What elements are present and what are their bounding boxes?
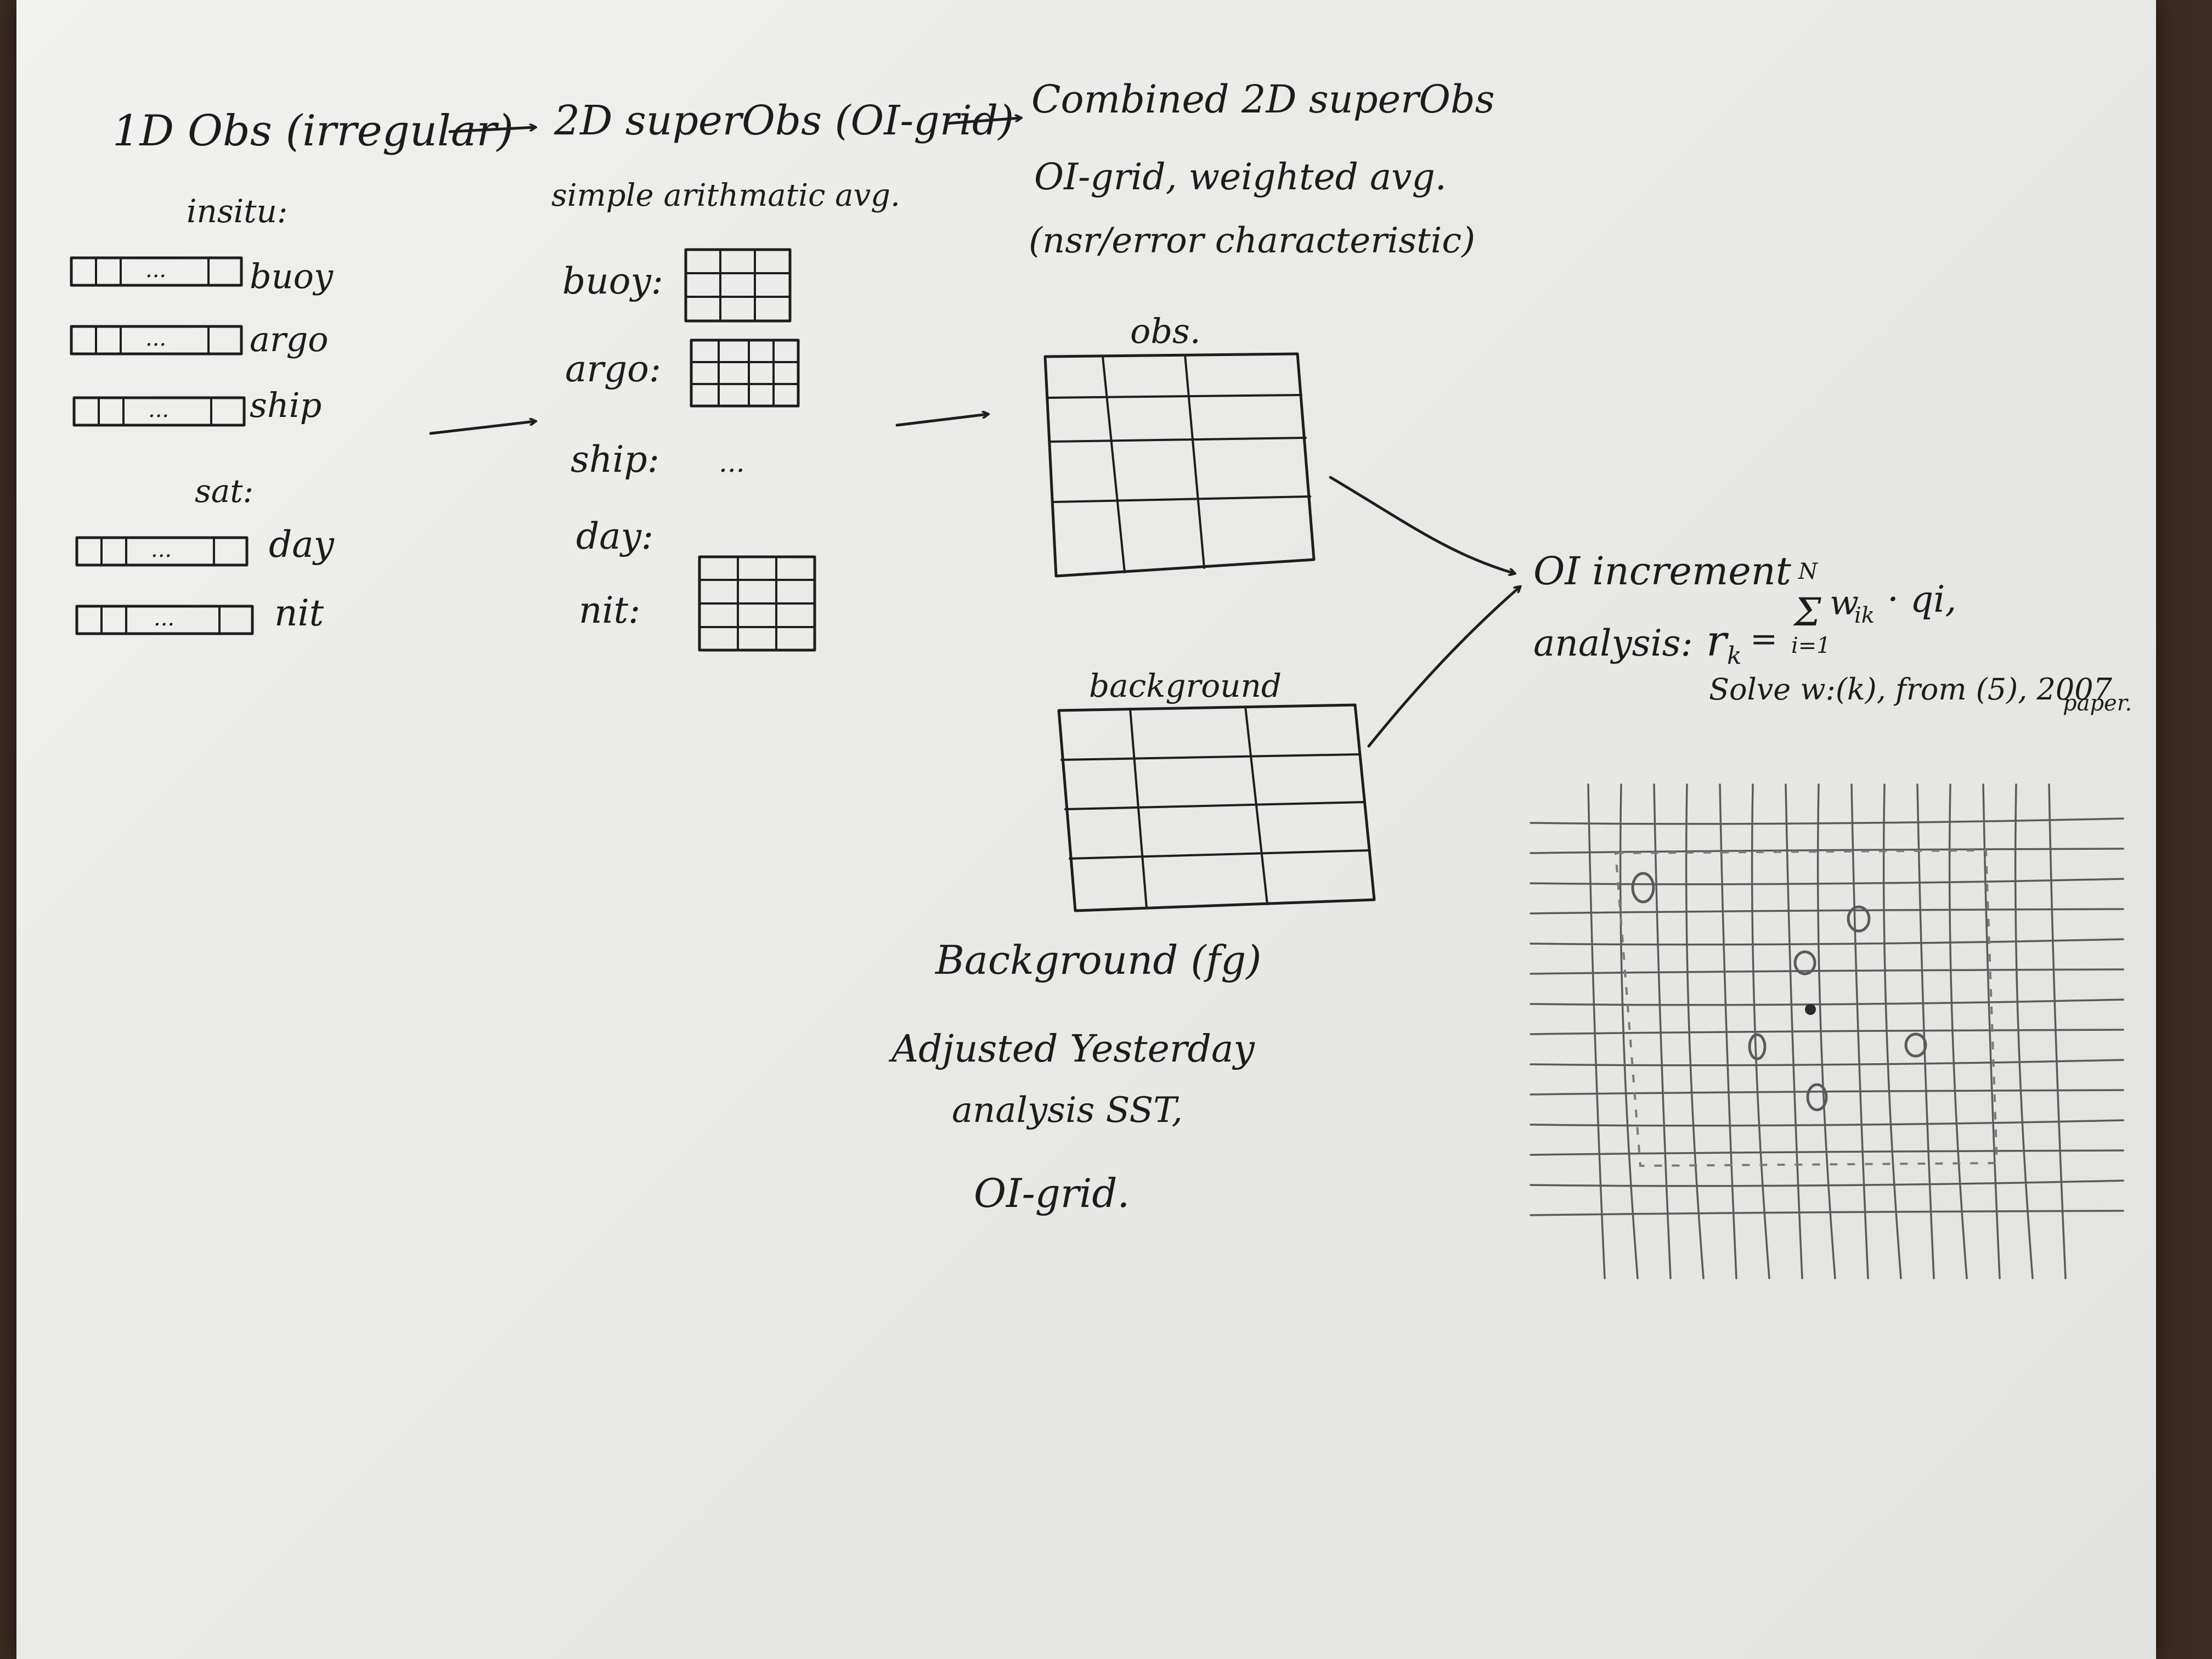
paper-sheet xyxy=(16,0,2156,1659)
pencil-grid-row-line xyxy=(1530,968,2124,975)
formula-rhs-sub: ik xyxy=(1854,603,1875,628)
obs-strip-buoy: ... xyxy=(70,256,243,287)
obs-strip-day: ... xyxy=(75,536,249,567)
pencil-grid-column-line xyxy=(2014,783,2034,1279)
pencil-grid-row-line xyxy=(1530,908,2124,915)
superobs-grid-argo xyxy=(690,338,800,408)
pencil-grid-column-line xyxy=(1916,783,1935,1279)
pencil-grid-row-line xyxy=(1530,938,2124,946)
bg-caption-1: Background (fg) xyxy=(934,937,1261,983)
superobs-label-ship: ship: xyxy=(571,438,659,481)
obs-point-circle xyxy=(1748,1033,1767,1060)
pencil-grid-column-line xyxy=(1785,783,1803,1279)
sum-bottom: i=1 xyxy=(1791,633,1831,658)
svg-text:...: ... xyxy=(154,606,174,631)
obs-strip-nit: ... xyxy=(75,605,254,635)
pencil-grid-row-line xyxy=(1530,1180,2124,1187)
obs-point-circle xyxy=(1847,905,1871,933)
formula-tail: · qi, xyxy=(1887,578,1956,620)
oi-increment-title: OI increment xyxy=(1533,549,1792,594)
obs-grid xyxy=(1043,352,1316,578)
pencil-grid-column-line xyxy=(1751,783,1770,1279)
sum-symbol: Σ xyxy=(1792,590,1821,635)
pencil-grid-column-line xyxy=(1816,783,1836,1279)
svg-text:...: ... xyxy=(151,537,172,562)
svg-text:...: ... xyxy=(145,326,166,351)
label-day: day xyxy=(269,523,335,566)
col1-title: 1D Obs (irregular) xyxy=(112,106,514,156)
obs-point-circle xyxy=(1631,872,1655,904)
obs-point-circle xyxy=(1793,950,1816,975)
pencil-grid-row-line xyxy=(1530,1210,2124,1216)
pencil-grid-row-line xyxy=(1530,1149,2124,1156)
pencil-grid-row-line xyxy=(1530,1029,2124,1035)
bg-caption-4: OI-grid. xyxy=(974,1170,1130,1216)
background-grid xyxy=(1057,703,1376,912)
superobs-grid-nit xyxy=(698,555,816,652)
bg-caption-3: analysis SST, xyxy=(952,1090,1183,1131)
pencil-grid-row-line xyxy=(1530,998,2124,1006)
pencil-grid-column-line xyxy=(1653,783,1672,1279)
pencil-grid-row-line xyxy=(1530,878,2124,885)
arrow-col1-to-col2 xyxy=(448,127,535,133)
obs-grid-label: obs. xyxy=(1130,311,1201,351)
superobs-label-nit: nit: xyxy=(579,589,640,631)
solve-note-paper: paper. xyxy=(2063,691,2132,716)
arrow-obs-to-oi xyxy=(1329,476,1514,573)
pencil-grid xyxy=(1530,783,2124,1279)
superobs-grid-buoy xyxy=(684,248,792,323)
obs-strip-argo: ... xyxy=(70,325,243,356)
pencil-grid-column-line xyxy=(1587,783,1606,1279)
label-buoy: buoy xyxy=(250,256,334,296)
analysis-formula: analysis: r k = N Σ i=1 w ik · qi, xyxy=(1533,559,1956,670)
formula-rhs: w xyxy=(1830,583,1859,623)
label-nit: nit xyxy=(274,592,324,634)
formula-eq: = xyxy=(1750,620,1778,658)
formula-lhs-sub: k xyxy=(1727,642,1742,670)
superobs-ship-ellipsis: ... xyxy=(719,447,745,478)
solve-note: Solve w:(k), from (5), 2007 xyxy=(1709,672,2113,707)
pencil-grid-row-line xyxy=(1530,1059,2124,1066)
label-ship: ship xyxy=(250,385,321,425)
col2-note: simple arithmatic avg. xyxy=(551,178,900,213)
pencil-grid-column-line xyxy=(1948,783,1968,1279)
analysis-prefix: analysis: xyxy=(1533,622,1693,664)
pencil-grid-row-line xyxy=(1530,848,2124,854)
pencil-grid-column-line xyxy=(1982,783,2001,1279)
obs-point-circle xyxy=(1806,1083,1828,1111)
obs-strip-ship: ... xyxy=(72,396,246,427)
influence-region-dashed xyxy=(1614,849,1999,1167)
background-grid-label: background xyxy=(1089,667,1282,704)
col3-title: Combined 2D superObs xyxy=(1031,77,1495,122)
obs-point-circle xyxy=(1904,1032,1927,1058)
insitu-label: insitu: xyxy=(187,193,287,230)
pencil-grid-row-line xyxy=(1530,817,2124,825)
superobs-label-argo: argo: xyxy=(565,348,661,390)
pencil-grid-column-line xyxy=(2048,783,2067,1279)
arrow-bg-to-oi xyxy=(1367,587,1520,748)
svg-text:...: ... xyxy=(145,257,166,283)
sum-top: N xyxy=(1798,559,1819,584)
label-argo: argo xyxy=(250,319,329,359)
pencil-grid-row-line xyxy=(1530,1089,2124,1096)
sat-label: sat: xyxy=(195,472,253,510)
target-point-dot xyxy=(1805,1004,1816,1015)
formula-lhs: r xyxy=(1706,617,1729,666)
svg-text:...: ... xyxy=(148,397,169,422)
bg-caption-2: Adjusted Yesterday xyxy=(888,1028,1255,1071)
pencil-grid-column-line xyxy=(1619,783,1639,1279)
arrow-col2-to-col3 xyxy=(945,118,1020,125)
superobs-label-day: day: xyxy=(576,515,653,557)
pencil-grid-column-line xyxy=(1850,783,1869,1279)
col2-title: 2D superObs (OI-grid) xyxy=(554,97,1014,144)
arrow-1d-to-2d xyxy=(429,421,535,435)
arrow-2d-to-combined xyxy=(895,414,988,427)
superobs-label-buoy: buoy: xyxy=(562,260,663,302)
col3-line2: OI-grid, weighted avg. xyxy=(1034,156,1447,198)
col3-line3: (nsr/error characteristic) xyxy=(1029,221,1475,261)
pencil-grid-row-line xyxy=(1530,1119,2124,1127)
